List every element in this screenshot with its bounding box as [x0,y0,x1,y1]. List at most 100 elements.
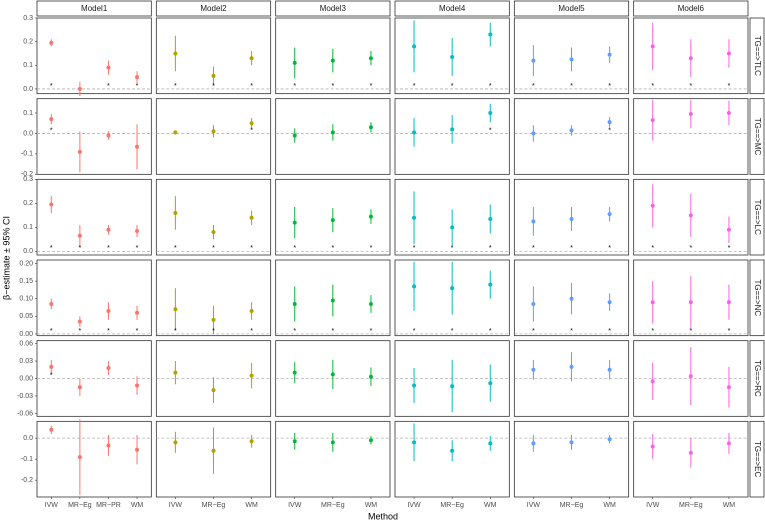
point [330,372,335,377]
significance-label: * [532,245,535,252]
point [488,216,493,221]
point [488,32,493,37]
x-tick-label: IVW [407,502,421,509]
y-tick-label: -0.03 [17,393,33,400]
panel [36,98,152,175]
x-tick-label: MR−Eg [202,502,226,509]
significance-label: * [250,245,253,252]
point [330,58,335,63]
point [249,56,254,61]
strip [36,0,152,17]
strip-label: TG==>EC [753,441,762,477]
significance-label: * [136,328,139,335]
point [450,448,455,453]
significance-label: * [413,328,416,335]
point [650,379,655,384]
strip [749,178,765,256]
significance-label: * [413,245,416,252]
point [569,296,574,301]
x-tick-label: IVW [45,502,59,509]
significance-label: * [489,328,492,335]
strip [749,98,765,175]
significance-label: * [250,83,253,90]
point [49,40,54,45]
strip [633,0,749,17]
significance-label: * [250,127,253,134]
x-tick-label: MR−Eg [679,502,703,509]
strip-label: Model3 [320,4,347,13]
y-tick-label: 0.2 [23,200,33,207]
point [135,228,140,233]
y-tick-label: 0.10 [19,296,33,303]
significance-label: * [50,372,53,379]
point [211,388,216,393]
significance-label: * [608,245,611,252]
point [650,118,655,123]
y-tick-label: 0.1 [23,62,33,69]
strip-label: Model4 [439,4,466,13]
y-tick-label: -0.2 [21,477,33,484]
point [330,298,335,303]
point [77,319,82,324]
strip [513,0,630,17]
point [173,130,178,135]
point [688,56,693,61]
point [292,60,297,65]
point [488,441,493,446]
y-tick-label: 0.3 [23,176,33,183]
significance-label: * [293,245,296,252]
point [77,86,82,91]
significance-label: * [689,328,692,335]
point [450,225,455,230]
y-tick-label: 0.03 [19,358,33,365]
point [488,110,493,115]
point [106,443,111,448]
significance-label: * [451,328,454,335]
point [531,131,536,136]
point [607,367,612,372]
significance-label: * [50,127,53,134]
significance-label: * [212,83,215,90]
y-tick-label: -0.2 [21,171,33,178]
x-tick-label: WM [484,502,497,509]
significance-label: * [174,245,177,252]
significance-label: * [370,328,373,335]
significance-label: * [331,245,334,252]
point [211,448,216,453]
strip-label: Model6 [678,4,705,13]
strip [155,0,272,17]
y-tick-label: 0.2 [23,38,33,45]
point [368,125,373,130]
significance-label: * [212,245,215,252]
point [77,385,82,390]
point [135,144,140,149]
point [726,110,731,115]
significance-label: * [608,83,611,90]
significance-label: * [451,245,454,252]
y-tick-label: 0.1 [23,110,33,117]
significance-label: * [50,83,53,90]
strip [749,420,765,498]
significance-label: * [689,245,692,252]
point [292,220,297,225]
point [368,374,373,379]
significance-label: * [107,83,110,90]
x-tick-label: MR−Eg [440,502,464,509]
panel [513,98,630,175]
point [607,300,612,305]
significance-label: * [136,83,139,90]
panel [36,178,152,256]
panel [36,259,152,337]
point [688,374,693,379]
strip-label: TG==>LC [753,199,762,235]
point [135,383,140,388]
point [412,284,417,289]
significance-label: * [728,245,731,252]
y-tick-label: 0.0 [23,86,33,93]
point [368,56,373,61]
point [106,227,111,232]
significance-label: * [489,245,492,252]
panel [36,420,152,498]
point [569,364,574,369]
significance-label: * [107,328,110,335]
